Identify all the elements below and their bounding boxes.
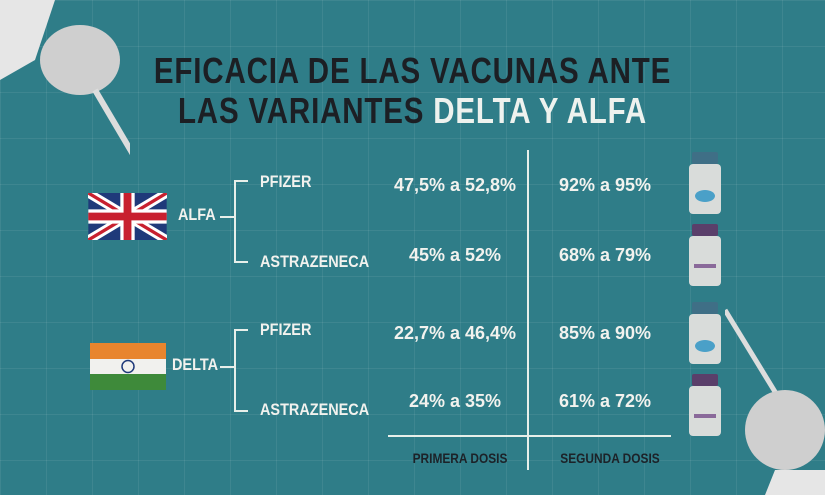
vaccine-label: PFIZER [260,320,312,339]
bracket-alfa [234,180,236,263]
column-divider [527,150,529,470]
second-dose-value: 92% a 95% [558,175,652,195]
bracket-tick [234,329,248,331]
variant-label-alfa: ALFA [178,205,216,224]
title-line-2: LAS VARIANTES DELTA Y ALFA [74,90,751,132]
bracket-tick [220,366,234,368]
pfizer-vial-icon [686,152,724,219]
vaccine-label: ASTRAZENECA [260,400,370,419]
gloved-hand-syringe-bottom-right [722,300,825,495]
baseline [388,435,671,437]
uk-flag [85,189,170,245]
bracket-delta [234,329,236,412]
bracket-tick [234,261,248,263]
second-dose-value: 68% a 79% [558,245,652,265]
first-dose-value: 22,7% a 46,4% [393,323,517,343]
vaccine-label: ASTRAZENECA [260,252,370,271]
variant-label-delta: DELTA [172,355,219,374]
bracket-tick [220,216,234,218]
title-highlight: DELTA Y ALFA [433,90,648,131]
column-header-second-dose: SEGUNDA DOSIS [560,450,660,466]
astrazeneca-vial-icon [686,374,724,441]
bracket-tick [234,410,248,412]
second-dose-value: 61% a 72% [558,391,652,411]
first-dose-value: 45% a 52% [408,245,502,265]
second-dose-value: 85% a 90% [558,323,652,343]
title-line-1: EFICACIA DE LAS VACUNAS ANTE [153,50,672,91]
column-header-first-dose: PRIMERA DOSIS [412,450,508,466]
pfizer-vial-icon [686,302,724,369]
title-prefix: LAS VARIANTES [177,90,434,131]
bracket-tick [234,180,248,182]
astrazeneca-vial-icon [686,224,724,291]
india-flag [90,343,166,395]
first-dose-value: 47,5% a 52,8% [393,175,517,195]
first-dose-value: 24% a 35% [408,391,502,411]
vaccine-label: PFIZER [260,172,312,191]
